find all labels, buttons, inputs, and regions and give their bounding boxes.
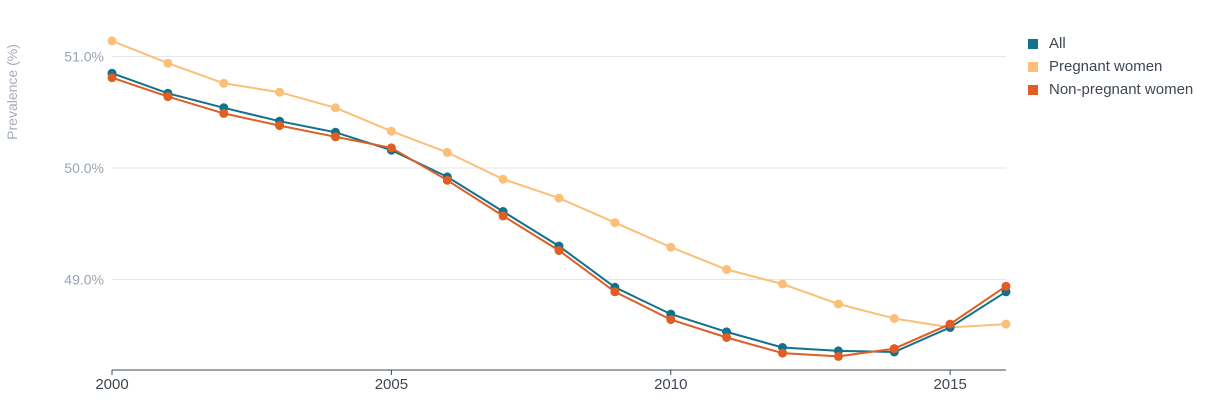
data-point-non-pregnant-women[interactable] (498, 211, 508, 221)
data-point-non-pregnant-women[interactable] (331, 132, 340, 142)
series-group (107, 36, 1011, 361)
data-point-pregnant-women[interactable] (554, 193, 564, 203)
legend-item-non-pregnant-women[interactable]: Non-pregnant women (1028, 78, 1193, 101)
data-point-pregnant-women[interactable] (386, 126, 396, 136)
data-point-non-pregnant-women[interactable] (889, 344, 899, 354)
data-point-pregnant-women[interactable] (1001, 319, 1011, 329)
legend-label: Non-pregnant women (1049, 81, 1194, 98)
legend: All Pregnant women Non-pregnant women (1028, 32, 1193, 101)
data-point-pregnant-women[interactable] (163, 58, 173, 68)
x-tick-label: 2010 (654, 376, 687, 393)
legend-label: All (1049, 35, 1066, 52)
data-point-non-pregnant-women[interactable] (722, 333, 732, 342)
x-axis-ticks: 2000 2005 2010 2015 (95, 370, 967, 393)
data-point-pregnant-women[interactable] (889, 314, 899, 323)
data-point-pregnant-women[interactable] (498, 174, 508, 184)
series-line-all (111, 72, 1007, 354)
data-point-non-pregnant-women[interactable] (107, 73, 117, 83)
legend-item-pregnant-women[interactable]: Pregnant women (1028, 55, 1193, 78)
data-point-non-pregnant-women[interactable] (833, 351, 843, 361)
data-point-non-pregnant-women[interactable] (219, 108, 229, 118)
legend-label: Pregnant women (1049, 58, 1163, 75)
y-tick-label: 50.0% (64, 160, 104, 176)
data-point-pregnant-women[interactable] (442, 147, 452, 157)
legend-swatch (1028, 38, 1038, 49)
data-point-pregnant-women[interactable] (666, 242, 676, 252)
data-point-non-pregnant-women[interactable] (442, 175, 452, 185)
data-point-pregnant-women[interactable] (107, 36, 117, 46)
data-point-non-pregnant-women[interactable] (666, 315, 676, 325)
data-point-non-pregnant-women[interactable] (386, 143, 396, 153)
data-point-pregnant-women[interactable] (833, 299, 843, 309)
x-tick-label: 2000 (95, 376, 128, 393)
data-point-non-pregnant-women[interactable] (778, 348, 787, 358)
series-non-pregnant-women (107, 73, 1011, 361)
data-point-non-pregnant-women[interactable] (163, 92, 173, 102)
legend-swatch (1028, 61, 1038, 72)
x-tick-label: 2015 (933, 376, 966, 393)
data-point-pregnant-women[interactable] (219, 78, 229, 88)
legend-item-all[interactable]: All (1028, 32, 1193, 55)
data-point-non-pregnant-women[interactable] (610, 287, 620, 297)
data-point-pregnant-women[interactable] (275, 87, 285, 97)
x-tick-label: 2005 (375, 376, 408, 393)
data-point-non-pregnant-women[interactable] (945, 319, 955, 329)
data-point-non-pregnant-women[interactable] (1001, 281, 1011, 291)
data-point-non-pregnant-women[interactable] (275, 121, 285, 131)
y-tick-label: 51.0% (64, 49, 104, 65)
series-line-pregnant-women (111, 39, 1007, 329)
y-tick-label: 49.0% (64, 272, 104, 288)
legend-swatch (1028, 84, 1038, 95)
data-point-pregnant-women[interactable] (610, 218, 620, 228)
y-axis-label: Prevalence (%) (4, 44, 20, 140)
series-line-non-pregnant-women (111, 76, 1007, 358)
data-point-pregnant-women[interactable] (778, 279, 787, 289)
data-point-pregnant-women[interactable] (722, 265, 732, 274)
series-pregnant-women (107, 36, 1011, 332)
gridlines (112, 56, 1006, 280)
data-point-pregnant-women[interactable] (331, 103, 340, 113)
y-axis-ticks: 49.0% 50.0% 51.0% (64, 49, 104, 288)
data-point-non-pregnant-women[interactable] (554, 246, 564, 255)
